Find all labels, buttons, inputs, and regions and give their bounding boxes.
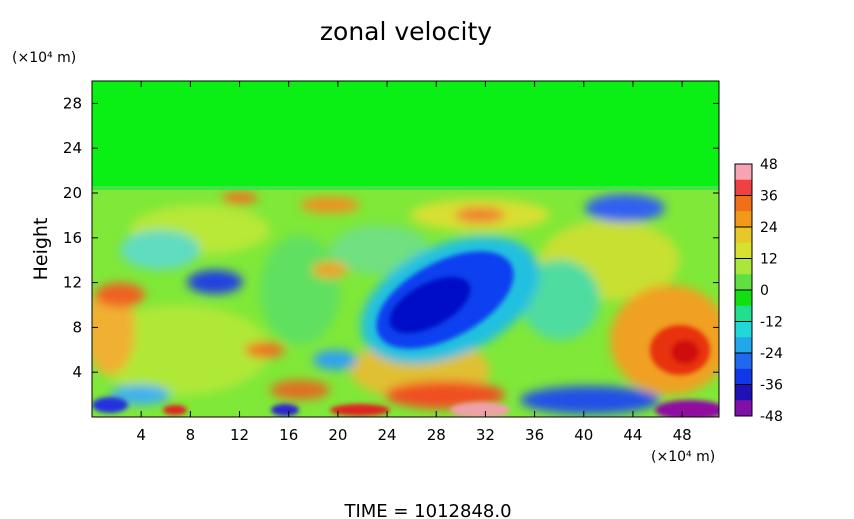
x-axis-ticks: 4 8 12 16 20 24 28 32 36 40 44 48 <box>136 81 692 444</box>
y-axis-ticks: 4 8 12 16 20 24 28 <box>63 94 719 381</box>
colorbar-tick-label: -12 <box>760 315 783 331</box>
y-tick-label: 20 <box>63 184 82 202</box>
colorbar-swatch <box>735 290 752 307</box>
colorbar-tick-label: -24 <box>760 346 783 362</box>
colorbar-swatch <box>735 164 752 181</box>
x-axis-unit: (×10⁴ m) <box>651 449 715 465</box>
colorbar-swatch <box>735 258 752 275</box>
colorbar-tick-label: 24 <box>760 220 778 236</box>
colorbar-tick-label: -48 <box>760 409 783 425</box>
y-tick-label: 24 <box>63 139 82 157</box>
colorbar-swatch <box>735 384 752 401</box>
x-tick-label: 32 <box>476 426 495 444</box>
colorbar-tick-label: 36 <box>760 189 778 205</box>
colorbar-tick-label: 0 <box>760 283 769 299</box>
x-tick-label: 44 <box>623 426 642 444</box>
y-tick-label: 8 <box>72 318 82 336</box>
x-tick-label: 36 <box>525 426 544 444</box>
y-tick-label: 4 <box>72 363 82 381</box>
colorbar-swatch <box>735 321 752 338</box>
y-axis-label: Height <box>30 218 52 281</box>
y-tick-label: 12 <box>63 274 82 292</box>
colorbar-tick-label: 12 <box>760 252 778 268</box>
x-tick-label: 20 <box>328 426 347 444</box>
chart-title: zonal velocity <box>320 17 492 46</box>
x-tick-label: 16 <box>279 426 298 444</box>
colorbar-swatch <box>735 400 752 417</box>
colorbar-swatch <box>735 195 752 212</box>
x-tick-label: 8 <box>186 426 196 444</box>
x-tick-label: 48 <box>673 426 692 444</box>
colorbar: 48 36 24 12 0 -12 -24 -36 -48 <box>734 157 783 425</box>
x-tick-label: 12 <box>230 426 249 444</box>
colorbar-tick-label: -36 <box>760 378 783 394</box>
plot-frame <box>91 80 720 418</box>
heatmap-field <box>92 81 719 417</box>
colorbar-swatch <box>735 368 752 385</box>
colorbar-swatch <box>735 227 752 244</box>
x-tick-label: 24 <box>378 426 397 444</box>
y-axis-unit: (×10⁴ m) <box>12 50 76 66</box>
colorbar-ticks: 48 36 24 12 0 -12 -24 -36 -48 <box>735 157 783 425</box>
colorbar-swatch <box>735 179 752 196</box>
colorbar-swatches <box>735 164 752 417</box>
x-tick-label: 40 <box>574 426 593 444</box>
x-tick-label: 4 <box>136 426 146 444</box>
colorbar-swatch <box>735 211 752 228</box>
colorbar-swatch <box>735 305 752 322</box>
colorbar-swatch <box>735 242 752 259</box>
colorbar-swatch <box>735 353 752 370</box>
x-tick-label: 28 <box>427 426 446 444</box>
time-footer: TIME = 1012848.0 <box>343 501 511 519</box>
colorbar-swatch <box>735 274 752 291</box>
y-tick-label: 28 <box>63 94 82 112</box>
colorbar-tick-label: 48 <box>760 157 778 173</box>
y-tick-label: 16 <box>63 229 82 247</box>
colorbar-swatch <box>735 337 752 354</box>
